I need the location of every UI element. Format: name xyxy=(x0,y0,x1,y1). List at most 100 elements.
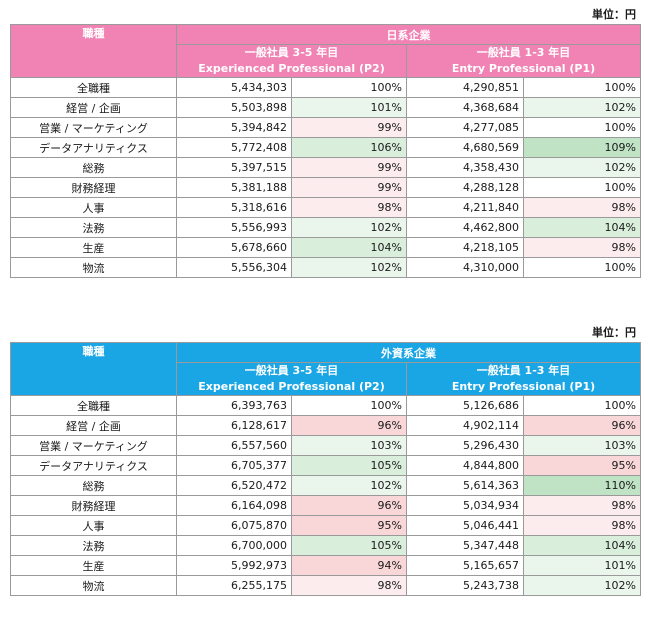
table-row: 総務 6,520,472 102% 5,614,363 110% xyxy=(10,475,641,496)
p2-salary-cell: 6,520,472 xyxy=(176,475,292,496)
p1-salary-cell: 4,462,800 xyxy=(406,217,524,238)
table-row: 営業 / マーケティング 6,557,560 103% 5,296,430 103% xyxy=(10,435,641,456)
table-row: 営業 / マーケティング 5,394,842 99% 4,277,085 100% xyxy=(10,117,641,138)
p1-percent-cell: 109% xyxy=(523,137,641,158)
group-header: 日系企業 xyxy=(176,24,641,45)
p2-percent-cell: 100% xyxy=(291,77,407,98)
p2-percent-cell: 105% xyxy=(291,535,407,556)
p1-percent-cell: 100% xyxy=(523,395,641,416)
p1-salary-cell: 4,902,114 xyxy=(406,415,524,436)
p2-percent-cell: 96% xyxy=(291,495,407,516)
role-cell: 総務 xyxy=(10,475,177,496)
p2-salary-cell: 6,128,617 xyxy=(176,415,292,436)
table-row: 財務経理 5,381,188 99% 4,288,128 100% xyxy=(10,177,641,198)
table-row: 法務 6,700,000 105% 5,347,448 104% xyxy=(10,535,641,556)
role-cell: 物流 xyxy=(10,575,177,596)
japanese-company-salary-table: 職種 日系企業 一般社員 3-5 年目 Experienced Professi… xyxy=(10,24,641,278)
p1-salary-cell: 5,126,686 xyxy=(406,395,524,416)
p2-percent-cell: 102% xyxy=(291,475,407,496)
role-cell: 経営 / 企画 xyxy=(10,415,177,436)
p2-percent-cell: 100% xyxy=(291,395,407,416)
p2-salary-cell: 5,381,188 xyxy=(176,177,292,198)
p2-salary-cell: 6,075,870 xyxy=(176,515,292,536)
role-cell: 経営 / 企画 xyxy=(10,97,177,118)
p2-salary-cell: 5,992,973 xyxy=(176,555,292,576)
p1-salary-cell: 4,290,851 xyxy=(406,77,524,98)
table-body: 全職種 5,434,303 100% 4,290,851 100% 経営 / 企画 5,50… xyxy=(10,77,641,278)
p2-percent-cell: 99% xyxy=(291,117,407,138)
p2-salary-cell: 5,556,993 xyxy=(176,217,292,238)
p1-percent-cell: 101% xyxy=(523,555,641,576)
p2-salary-cell: 5,556,304 xyxy=(176,257,292,278)
role-cell: 全職種 xyxy=(10,395,177,416)
p1-percent-cell: 104% xyxy=(523,217,641,238)
p1-salary-cell: 4,218,105 xyxy=(406,237,524,258)
role-cell: 人事 xyxy=(10,515,177,536)
p1-percent-cell: 98% xyxy=(523,495,641,516)
p2-salary-cell: 5,772,408 xyxy=(176,137,292,158)
role-cell: 人事 xyxy=(10,197,177,218)
table-row: データアナリティクス 5,772,408 106% 4,680,569 109% xyxy=(10,137,641,158)
table-row: 総務 5,397,515 99% 4,358,430 102% xyxy=(10,157,641,178)
table-row: 経営 / 企画 5,503,898 101% 4,368,684 102% xyxy=(10,97,641,118)
p1-salary-cell: 4,368,684 xyxy=(406,97,524,118)
p1-salary-cell: 4,680,569 xyxy=(406,137,524,158)
p1-salary-cell: 5,034,934 xyxy=(406,495,524,516)
p2-salary-cell: 6,705,377 xyxy=(176,455,292,476)
p2-salary-cell: 5,394,842 xyxy=(176,117,292,138)
p2-salary-cell: 6,393,763 xyxy=(176,395,292,416)
p1-percent-cell: 104% xyxy=(523,535,641,556)
p1-salary-cell: 4,844,800 xyxy=(406,455,524,476)
p2-percent-cell: 98% xyxy=(291,197,407,218)
table-row: 人事 6,075,870 95% 5,046,441 98% xyxy=(10,515,641,536)
p2-percent-cell: 105% xyxy=(291,455,407,476)
p1-percent-cell: 102% xyxy=(523,97,641,118)
p2-salary-cell: 6,700,000 xyxy=(176,535,292,556)
p2-salary-cell: 5,678,660 xyxy=(176,237,292,258)
table-row: 財務経理 6,164,098 96% 5,034,934 98% xyxy=(10,495,641,516)
role-column-header: 職種 xyxy=(10,342,177,396)
p1-salary-cell: 5,165,657 xyxy=(406,555,524,576)
p2-salary-cell: 5,503,898 xyxy=(176,97,292,118)
role-cell: 財務経理 xyxy=(10,495,177,516)
unit-label: 単位：円 xyxy=(592,8,636,21)
p2-salary-cell: 5,434,303 xyxy=(176,77,292,98)
p1-percent-cell: 98% xyxy=(523,237,641,258)
p1-percent-cell: 100% xyxy=(523,77,641,98)
table-row: 人事 5,318,616 98% 4,211,840 98% xyxy=(10,197,641,218)
p1-percent-cell: 98% xyxy=(523,197,641,218)
p1-subtitle: Entry Professional (P1) xyxy=(451,62,596,75)
p1-salary-cell: 5,243,738 xyxy=(406,575,524,596)
p2-percent-cell: 102% xyxy=(291,217,407,238)
p1-salary-cell: 5,614,363 xyxy=(406,475,524,496)
role-cell: 物流 xyxy=(10,257,177,278)
p1-title: 一般社員 1-3 年目 xyxy=(476,364,571,377)
role-cell: 法務 xyxy=(10,217,177,238)
p1-salary-cell: 4,288,128 xyxy=(406,177,524,198)
role-cell: 財務経理 xyxy=(10,177,177,198)
p2-percent-cell: 103% xyxy=(291,435,407,456)
p2-percent-cell: 101% xyxy=(291,97,407,118)
group-header: 外資系企業 xyxy=(176,342,641,363)
p1-column-header: 一般社員 1-3 年目 Entry Professional (P1) xyxy=(406,44,641,78)
table-row: 物流 6,255,175 98% 5,243,738 102% xyxy=(10,575,641,596)
p1-salary-cell: 5,046,441 xyxy=(406,515,524,536)
p1-percent-cell: 96% xyxy=(523,415,641,436)
p2-title: 一般社員 3-5 年目 xyxy=(244,364,339,377)
role-cell: 総務 xyxy=(10,157,177,178)
table-row: 経営 / 企画 6,128,617 96% 4,902,114 96% xyxy=(10,415,641,436)
role-column-header: 職種 xyxy=(10,24,177,78)
p2-percent-cell: 99% xyxy=(291,157,407,178)
p2-salary-cell: 6,164,098 xyxy=(176,495,292,516)
role-cell: 生産 xyxy=(10,555,177,576)
role-cell: 生産 xyxy=(10,237,177,258)
role-cell: 営業 / マーケティング xyxy=(10,435,177,456)
p1-percent-cell: 103% xyxy=(523,435,641,456)
p1-salary-cell: 4,358,430 xyxy=(406,157,524,178)
p1-percent-cell: 102% xyxy=(523,575,641,596)
table-row: 全職種 6,393,763 100% 5,126,686 100% xyxy=(10,395,641,416)
p2-salary-cell: 6,557,560 xyxy=(176,435,292,456)
p2-percent-cell: 99% xyxy=(291,177,407,198)
p1-title: 一般社員 1-3 年目 xyxy=(476,46,571,59)
table-body: 全職種 6,393,763 100% 5,126,686 100% 経営 / 企画 6,12… xyxy=(10,395,641,596)
